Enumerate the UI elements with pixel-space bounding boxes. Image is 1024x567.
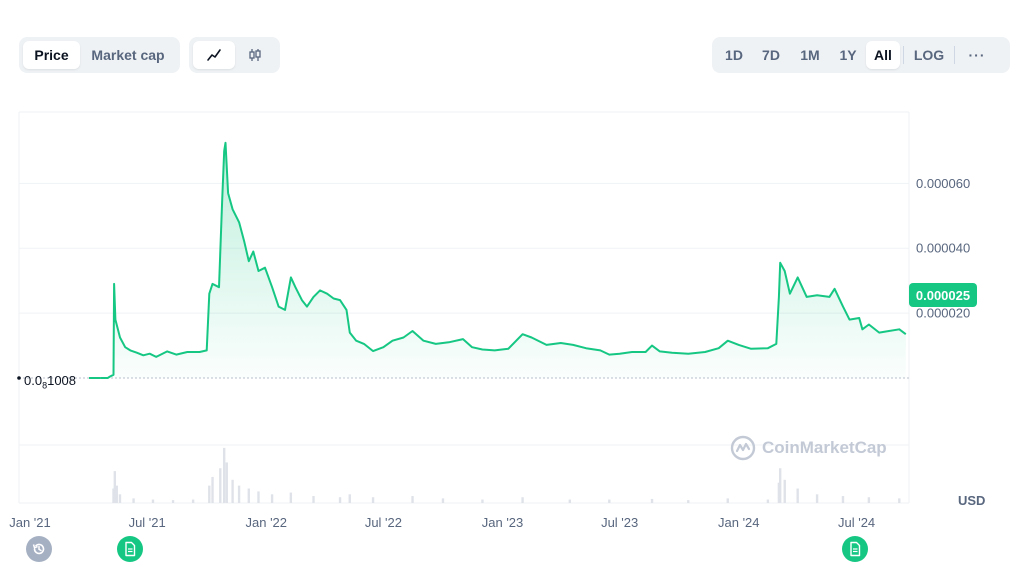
candlestick-chart-button[interactable] (235, 41, 277, 69)
volume-bar (208, 485, 211, 503)
metric-tabs: Price Market cap (19, 37, 180, 73)
volume-bar (289, 492, 293, 503)
volume-bar (841, 496, 845, 503)
volume-bar (115, 485, 118, 503)
volume-bar (778, 468, 782, 503)
more-options-button[interactable]: ··· (968, 47, 986, 63)
volume-bar (219, 468, 222, 503)
currency-label: USD (958, 493, 986, 508)
volume-bar (348, 494, 351, 503)
x-tick-label: Jul '22 (365, 515, 402, 530)
volume-bar (687, 500, 690, 503)
x-tick-label: Jan '22 (246, 515, 288, 530)
x-tick-label: Jul '24 (838, 515, 875, 530)
y-axis-ticks: 0.000020 0.000040 0.000060 (916, 176, 970, 321)
volume-bar (608, 499, 611, 503)
history-event-marker[interactable] (26, 536, 52, 562)
volume-bars (112, 447, 901, 503)
volume-bar (225, 462, 228, 503)
chart-type-toggle (189, 37, 280, 73)
tab-price[interactable]: Price (23, 41, 80, 69)
range-1y[interactable]: 1Y (839, 47, 857, 63)
volume-bar (222, 447, 226, 503)
volume-bar (191, 499, 195, 503)
volume-bar (766, 499, 770, 503)
volume-bar (270, 494, 274, 503)
x-tick-label: Jul '23 (601, 515, 638, 530)
volume-bar (371, 497, 375, 503)
x-tick-label: Jan '21 (9, 515, 51, 530)
document-icon (125, 541, 136, 557)
volume-bar (568, 499, 572, 503)
news-event-marker[interactable] (117, 536, 143, 562)
volume-bar (796, 488, 799, 503)
toolbar-divider (954, 46, 955, 64)
x-tick-label: Jul '21 (129, 515, 166, 530)
line-chart-icon (206, 49, 221, 61)
volume-bar (867, 497, 871, 503)
news-event-marker[interactable] (842, 536, 868, 562)
line-chart-button[interactable] (193, 41, 235, 69)
watermark-text: CoinMarketCap (762, 438, 887, 457)
current-price-tag: 0.000025 (909, 283, 977, 307)
range-selector: 1D 7D 1M 1Y All LOG ··· (712, 37, 1010, 73)
range-1d[interactable]: 1D (725, 47, 743, 63)
x-axis-ticks: Jan '21 Jul '21 Jan '22 Jul '22 Jan '23 Jul '… (9, 515, 875, 530)
volume-bar (777, 482, 781, 503)
volume-bar (726, 498, 729, 503)
watermark: CoinMarketCap (730, 435, 887, 461)
volume-bar (898, 498, 901, 503)
volume-bar (247, 488, 250, 503)
volume-bar (521, 497, 524, 503)
volume-bar (113, 471, 116, 503)
document-icon (850, 541, 861, 557)
volume-bar (338, 497, 342, 503)
history-icon (32, 543, 45, 555)
start-price-marker (17, 376, 21, 380)
volume-bar (411, 496, 414, 503)
price-area-fill (100, 142, 906, 378)
price-series-line (100, 141, 907, 379)
volume-bar (112, 488, 115, 503)
y-tick-label: 0.000040 (916, 241, 970, 256)
x-tick-label: Jan '23 (482, 515, 524, 530)
x-tick-label: Jan '24 (718, 515, 760, 530)
volume-bar (237, 485, 241, 503)
range-all[interactable]: All (866, 41, 900, 69)
volume-bar (211, 476, 214, 503)
toolbar-divider (903, 46, 904, 64)
y-tick-label: 0.000020 (916, 306, 970, 321)
volume-bar (118, 494, 122, 503)
volume-bar (481, 499, 484, 503)
start-price-label: 0.081008 (24, 373, 77, 391)
range-7d[interactable]: 7D (762, 47, 780, 63)
volume-bar (441, 498, 445, 503)
range-1m[interactable]: 1M (800, 47, 820, 63)
volume-bar (650, 498, 654, 503)
coinmarketcap-logo-icon (730, 435, 756, 461)
volume-bar (132, 498, 135, 503)
volume-bar (257, 491, 260, 503)
log-scale-toggle[interactable]: LOG (913, 47, 945, 63)
volume-bar (312, 496, 315, 503)
tab-market-cap[interactable]: Market cap (91, 47, 165, 63)
volume-bar (231, 479, 234, 503)
volume-bar (151, 499, 155, 503)
y-tick-label: 0.000060 (916, 176, 970, 191)
candlestick-chart-icon (249, 49, 261, 61)
volume-bar (815, 494, 819, 503)
volume-bar (171, 500, 175, 503)
volume-bar (783, 479, 786, 503)
